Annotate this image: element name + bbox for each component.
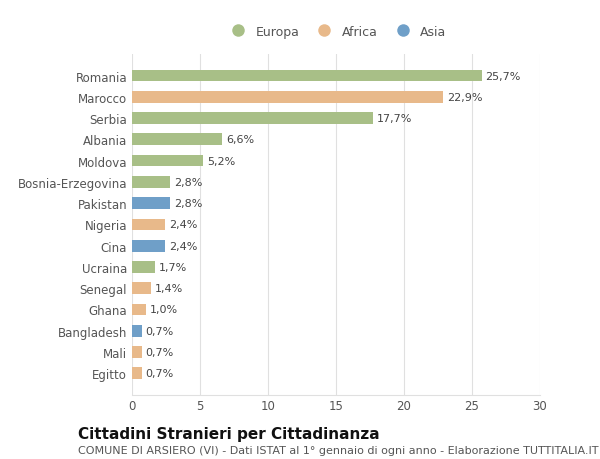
Bar [132,325,142,337]
Bar [132,198,170,209]
Text: 1,0%: 1,0% [149,305,178,315]
Text: 6,6%: 6,6% [226,135,254,145]
Text: 1,4%: 1,4% [155,284,184,294]
Text: COMUNE DI ARSIERO (VI) - Dati ISTAT al 1° gennaio di ogni anno - Elaborazione TU: COMUNE DI ARSIERO (VI) - Dati ISTAT al 1… [78,446,599,455]
Bar [132,177,170,188]
Text: 2,8%: 2,8% [174,178,203,187]
Legend: Europa, Africa, Asia: Europa, Africa, Asia [221,21,452,44]
Bar [132,304,146,316]
Bar [132,368,142,379]
Text: 17,7%: 17,7% [377,114,412,124]
Bar [132,283,151,294]
Bar [132,262,155,273]
Text: 2,4%: 2,4% [169,220,197,230]
Text: 5,2%: 5,2% [207,156,235,166]
Bar [132,219,164,231]
Bar [132,113,373,125]
Text: 0,7%: 0,7% [146,326,174,336]
Text: 2,4%: 2,4% [169,241,197,251]
Bar [132,134,222,146]
Text: 0,7%: 0,7% [146,369,174,379]
Bar [132,92,443,103]
Bar [132,347,142,358]
Text: Cittadini Stranieri per Cittadinanza: Cittadini Stranieri per Cittadinanza [78,426,380,442]
Bar [132,241,164,252]
Text: 25,7%: 25,7% [485,71,521,81]
Bar [132,156,203,167]
Text: 2,8%: 2,8% [174,199,203,209]
Text: 1,7%: 1,7% [159,263,187,272]
Bar [132,71,482,82]
Text: 22,9%: 22,9% [448,93,483,102]
Text: 0,7%: 0,7% [146,347,174,357]
